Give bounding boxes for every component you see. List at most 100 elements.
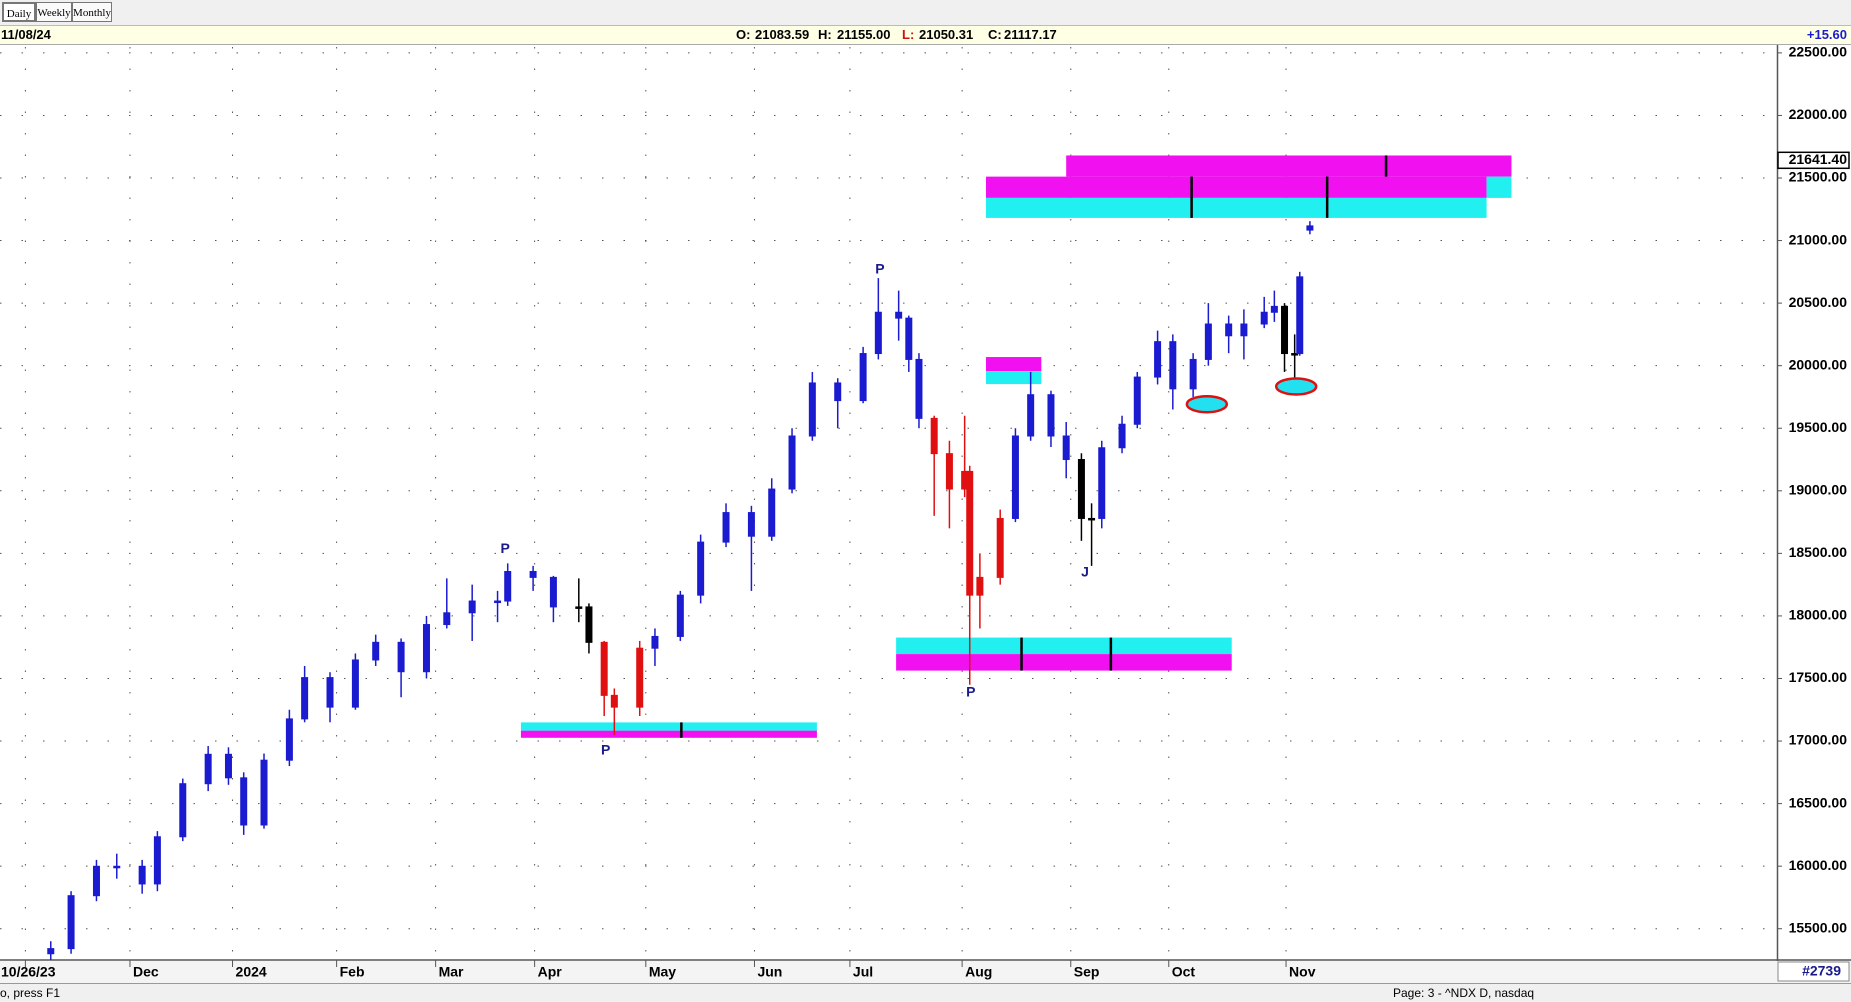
candle-body xyxy=(422,624,430,673)
candle-body xyxy=(575,606,583,609)
annotation: P xyxy=(601,742,610,758)
x-tick-label: 2024 xyxy=(236,964,267,980)
candle-body xyxy=(722,512,730,543)
ohlc-value: 21083.59 xyxy=(755,27,810,42)
page-info: Page: 3 - ^NDX D, nasdaq xyxy=(1393,986,1535,1000)
candle-body xyxy=(976,576,984,596)
x-tick-label: Dec xyxy=(133,964,159,980)
candle-body xyxy=(1189,358,1197,390)
candle-body xyxy=(1225,323,1233,337)
zone xyxy=(520,722,817,731)
record-label: #2739 xyxy=(1802,963,1841,979)
x-tick-label: Apr xyxy=(538,964,563,980)
candle-body xyxy=(443,612,451,626)
candle-body xyxy=(859,353,867,402)
x-tick-label: Aug xyxy=(965,964,992,980)
candle-body xyxy=(1027,394,1035,437)
y-tick-label: 19500.00 xyxy=(1789,419,1848,435)
candle-body xyxy=(585,606,593,643)
candle-body xyxy=(874,311,882,355)
candle-body xyxy=(351,659,359,708)
y-tick-label: 19000.00 xyxy=(1789,482,1848,498)
candle-body xyxy=(651,635,659,649)
zone xyxy=(896,654,1232,671)
candle-body xyxy=(600,641,608,696)
candle-body xyxy=(1204,323,1212,360)
x-tick-label: Jul xyxy=(853,964,873,980)
annotation: P xyxy=(875,261,884,277)
candle-body xyxy=(504,571,512,602)
y-axis-panel xyxy=(1777,45,1851,957)
candle-body xyxy=(1260,311,1268,325)
monthly-button[interactable]: Monthly xyxy=(72,2,112,22)
candle-body xyxy=(996,517,1004,578)
candle-body xyxy=(1306,225,1314,231)
candle-body xyxy=(1240,323,1248,337)
candle-body xyxy=(895,311,903,319)
record-box xyxy=(1777,961,1850,982)
candle-body xyxy=(1077,459,1085,519)
candle-body xyxy=(301,677,309,720)
y-tick-label: 18000.00 xyxy=(1789,607,1848,623)
last-price-label: 21641.40 xyxy=(1789,151,1848,167)
candle-body xyxy=(1281,305,1289,355)
x-tick-label: Nov xyxy=(1289,964,1316,980)
daily-button[interactable]: Daily xyxy=(2,2,36,22)
x-axis-panel xyxy=(0,961,1851,983)
candle-body xyxy=(549,576,557,608)
candle-body xyxy=(788,435,796,490)
candle-body xyxy=(905,317,913,360)
candle-body xyxy=(372,641,380,661)
status-bar: o, press F1 Page: 3 - ^NDX D, nasdaq xyxy=(0,983,1851,1002)
ohlc-value: 21155.00 xyxy=(837,27,891,42)
y-tick-label: 21500.00 xyxy=(1789,169,1848,185)
change: +15.60 xyxy=(1806,27,1847,42)
candle-body xyxy=(1062,435,1070,461)
ohlc-value: 21117.17 xyxy=(1004,27,1057,42)
oval-marker xyxy=(1185,394,1229,414)
candle-body xyxy=(1133,376,1141,425)
candle-body xyxy=(224,753,232,779)
ohlc-label: C: xyxy=(988,27,1002,42)
candle-body xyxy=(240,777,248,826)
candle-body xyxy=(494,600,502,604)
candle-body xyxy=(179,783,187,838)
candle-body xyxy=(1047,394,1055,437)
candle-body xyxy=(610,694,618,708)
candle-body xyxy=(966,470,974,596)
candle-body xyxy=(326,677,334,708)
candle-body xyxy=(92,865,100,897)
candle-body xyxy=(1011,435,1019,519)
zone xyxy=(985,197,1487,218)
oval-marker xyxy=(1274,377,1318,396)
weekly-button[interactable]: Weekly xyxy=(36,2,72,22)
candle-body xyxy=(1118,423,1126,449)
zone xyxy=(985,357,1042,372)
candle-body xyxy=(1098,447,1106,519)
candle-body xyxy=(1169,341,1177,390)
candle-body xyxy=(1291,353,1299,356)
candle-body xyxy=(47,948,55,955)
toolbar: Daily Weekly Monthly xyxy=(0,0,1851,26)
x-tick-label: Mar xyxy=(439,964,464,980)
candle-body xyxy=(204,753,212,785)
candle-body xyxy=(915,358,923,419)
annotation: P xyxy=(501,540,510,556)
candle-body xyxy=(397,641,405,673)
candle-body xyxy=(138,865,146,885)
y-tick-label: 21000.00 xyxy=(1789,231,1848,247)
ohlc-value: 21050.31 xyxy=(919,27,974,42)
zone xyxy=(520,730,817,738)
zone xyxy=(985,371,1042,385)
x-tick-label: 10/26/23 xyxy=(1,964,56,980)
x-tick-label: Sep xyxy=(1074,964,1100,980)
candle-body xyxy=(697,541,705,596)
candle-body xyxy=(808,382,816,437)
candle-body xyxy=(285,718,293,761)
annotation: J xyxy=(1081,563,1089,579)
zone xyxy=(1486,176,1512,198)
candle-body xyxy=(930,417,938,455)
y-tick-label: 20500.00 xyxy=(1789,294,1848,310)
y-tick-label: 22500.00 xyxy=(1789,44,1848,60)
